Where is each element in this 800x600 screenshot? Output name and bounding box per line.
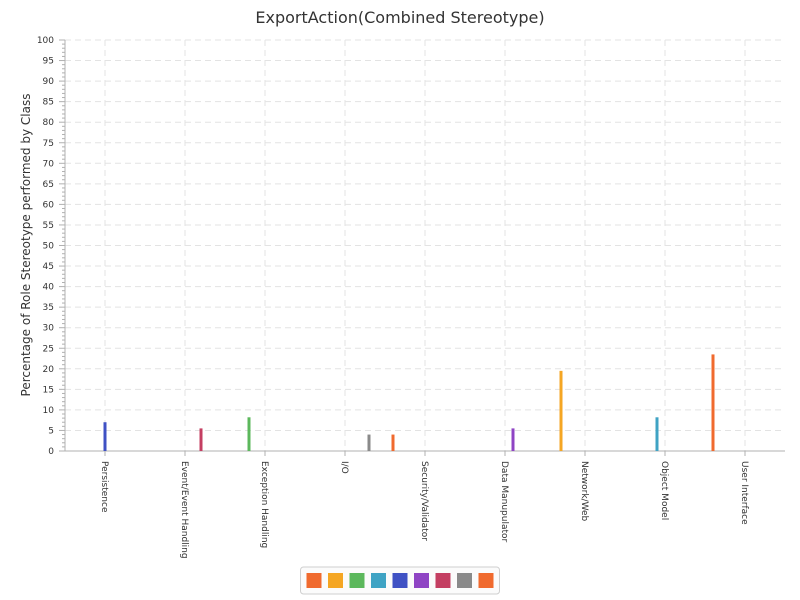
y-tick-label: 85 (43, 98, 54, 108)
legend-swatch (457, 573, 472, 588)
axes: 0 5 10 15 20 25 30 35 40 45 50 55 60 65 70 75 80 85 90 95 10… (37, 36, 785, 457)
y-axis-label: Percentage of Role Stereotype performed … (19, 94, 33, 397)
y-tick-label: 15 (43, 385, 54, 395)
y-tick-label: 5 (48, 426, 54, 436)
y-tick-label: 0 (48, 447, 54, 457)
bar (103, 422, 107, 451)
y-tick-label: 50 (43, 242, 55, 252)
bar (247, 417, 251, 451)
y-tick-label: 40 (43, 283, 55, 293)
legend (300, 566, 500, 595)
y-tick-label: 20 (43, 365, 55, 375)
y-tick-label: 70 (43, 159, 55, 169)
category-label: Exception Handling (259, 461, 269, 548)
category-labels: Persistence Event/Event Handling Exception… (99, 461, 749, 559)
category-label: Data Manupulator (499, 461, 509, 543)
bar (711, 354, 715, 451)
y-tick-label: 80 (43, 118, 55, 128)
bar (655, 417, 659, 451)
category-label: Event/Event Handling (179, 461, 189, 559)
category-label: Network/Web (579, 461, 589, 522)
category-label: User Interface (739, 461, 749, 525)
category-label: Security/Validator (419, 461, 429, 541)
bars (103, 354, 715, 451)
y-tick-label: 25 (43, 344, 54, 354)
y-tick-label: 35 (43, 303, 54, 313)
y-tick-label: 95 (43, 57, 54, 67)
y-tick-label: 75 (43, 139, 54, 149)
y-tick-label: 10 (43, 406, 55, 416)
y-tick-label: 45 (43, 262, 54, 272)
grid (65, 39, 785, 451)
bar (367, 434, 371, 451)
bar (199, 428, 203, 451)
category-label: Object Model (659, 461, 669, 520)
y-tick-label: 30 (43, 324, 55, 334)
bar (511, 428, 515, 451)
chart-title: ExportAction(Combined Stereotype) (255, 8, 544, 27)
legend-swatch (349, 573, 365, 588)
legend-swatch (392, 573, 408, 588)
category-label: Persistence (99, 461, 109, 513)
bar (559, 370, 563, 451)
y-tick-label: 55 (43, 221, 54, 231)
legend-swatch (371, 573, 386, 588)
legend-swatch (414, 573, 429, 588)
legend-swatch (478, 573, 494, 588)
y-tick-label: 100 (37, 36, 54, 46)
y-tick-label: 90 (43, 77, 55, 87)
legend-swatch (306, 573, 322, 588)
bar (391, 434, 395, 451)
y-tick-label: 65 (43, 180, 54, 190)
legend-swatch (435, 573, 451, 588)
category-label: I/O (339, 461, 349, 474)
y-tick-label: 60 (43, 200, 55, 210)
legend-swatch (328, 573, 343, 588)
